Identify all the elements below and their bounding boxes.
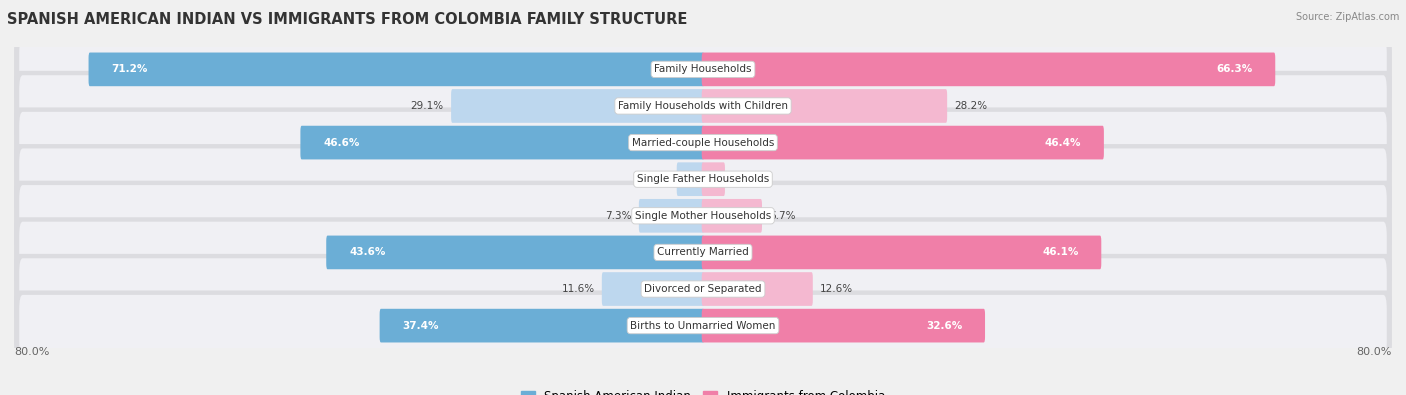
Text: 43.6%: 43.6% (349, 247, 385, 258)
FancyBboxPatch shape (702, 235, 1101, 269)
FancyBboxPatch shape (702, 199, 762, 233)
Text: 29.1%: 29.1% (411, 101, 444, 111)
FancyBboxPatch shape (451, 89, 704, 123)
FancyBboxPatch shape (638, 199, 704, 233)
FancyBboxPatch shape (89, 53, 704, 86)
FancyBboxPatch shape (702, 309, 986, 342)
Text: Single Mother Households: Single Mother Households (636, 211, 770, 221)
FancyBboxPatch shape (702, 162, 725, 196)
FancyBboxPatch shape (14, 181, 1392, 251)
Text: Divorced or Separated: Divorced or Separated (644, 284, 762, 294)
FancyBboxPatch shape (20, 258, 1386, 320)
FancyBboxPatch shape (20, 75, 1386, 137)
FancyBboxPatch shape (20, 149, 1386, 210)
FancyBboxPatch shape (676, 162, 704, 196)
FancyBboxPatch shape (702, 126, 1104, 160)
Text: Source: ZipAtlas.com: Source: ZipAtlas.com (1295, 12, 1399, 22)
FancyBboxPatch shape (20, 112, 1386, 173)
Text: Currently Married: Currently Married (657, 247, 749, 258)
Text: 46.1%: 46.1% (1042, 247, 1078, 258)
Text: 7.3%: 7.3% (605, 211, 631, 221)
FancyBboxPatch shape (20, 185, 1386, 246)
FancyBboxPatch shape (20, 39, 1386, 100)
Text: Family Households with Children: Family Households with Children (619, 101, 787, 111)
FancyBboxPatch shape (326, 235, 704, 269)
Text: 66.3%: 66.3% (1216, 64, 1253, 74)
FancyBboxPatch shape (380, 309, 704, 342)
Text: 2.4%: 2.4% (733, 174, 759, 184)
Text: Single Father Households: Single Father Households (637, 174, 769, 184)
FancyBboxPatch shape (20, 295, 1386, 356)
Text: 46.6%: 46.6% (323, 137, 360, 148)
FancyBboxPatch shape (14, 71, 1392, 141)
FancyBboxPatch shape (14, 34, 1392, 105)
FancyBboxPatch shape (14, 254, 1392, 324)
Text: 80.0%: 80.0% (1357, 347, 1392, 357)
FancyBboxPatch shape (14, 217, 1392, 288)
Text: 11.6%: 11.6% (561, 284, 595, 294)
FancyBboxPatch shape (602, 272, 704, 306)
Text: 28.2%: 28.2% (955, 101, 987, 111)
Text: 2.9%: 2.9% (643, 174, 669, 184)
FancyBboxPatch shape (20, 222, 1386, 283)
Text: 32.6%: 32.6% (927, 321, 962, 331)
Text: Births to Unmarried Women: Births to Unmarried Women (630, 321, 776, 331)
FancyBboxPatch shape (14, 144, 1392, 214)
Text: 6.7%: 6.7% (769, 211, 796, 221)
FancyBboxPatch shape (14, 290, 1392, 361)
Text: SPANISH AMERICAN INDIAN VS IMMIGRANTS FROM COLOMBIA FAMILY STRUCTURE: SPANISH AMERICAN INDIAN VS IMMIGRANTS FR… (7, 12, 688, 27)
Text: Family Households: Family Households (654, 64, 752, 74)
Text: 46.4%: 46.4% (1045, 137, 1081, 148)
Text: 80.0%: 80.0% (14, 347, 49, 357)
Text: 37.4%: 37.4% (402, 321, 439, 331)
Text: 71.2%: 71.2% (111, 64, 148, 74)
Text: 12.6%: 12.6% (820, 284, 853, 294)
FancyBboxPatch shape (14, 107, 1392, 178)
FancyBboxPatch shape (702, 53, 1275, 86)
Legend: Spanish American Indian, Immigrants from Colombia: Spanish American Indian, Immigrants from… (516, 385, 890, 395)
FancyBboxPatch shape (702, 272, 813, 306)
Text: Married-couple Households: Married-couple Households (631, 137, 775, 148)
FancyBboxPatch shape (301, 126, 704, 160)
FancyBboxPatch shape (702, 89, 948, 123)
